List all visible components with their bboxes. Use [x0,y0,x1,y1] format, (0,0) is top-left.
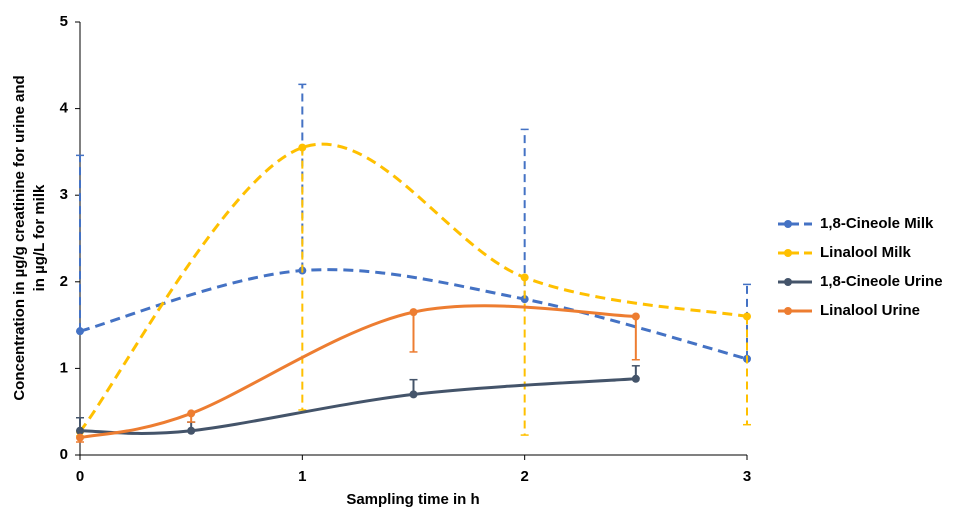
legend-label: 1,8-Cineole Milk [820,215,934,232]
point [76,327,84,336]
legend-label: Linalool Milk [820,244,911,261]
x-tick-label: 1 [298,468,306,485]
legend-marker [784,220,792,228]
point [187,426,196,435]
point [631,312,640,321]
point [298,143,307,152]
y-tick-label: 2 [60,273,68,290]
y-tick-label: 4 [60,100,69,117]
y-tick-label: 1 [60,359,68,376]
x-tick-label: 0 [76,468,84,485]
point [187,409,196,418]
point [520,295,529,304]
legend-marker [784,307,792,315]
y-axis-label: in µg/L for milk [31,184,48,291]
legend-marker [784,278,792,286]
series-line [78,142,748,433]
y-tick-label: 3 [60,186,68,203]
x-tick-label: 2 [520,468,528,485]
series-line [79,304,636,440]
point [743,312,751,321]
y-tick-label: 0 [60,446,68,463]
point [631,374,640,383]
point [76,433,84,442]
series-line [79,268,748,361]
point [520,273,529,282]
legend-marker [784,249,792,257]
point [76,426,84,435]
series-line [79,377,636,435]
x-tick-label: 3 [743,468,751,485]
x-axis-label: Sampling time in h [346,491,479,508]
y-tick-label: 5 [60,13,68,30]
point [409,308,418,317]
y-axis-label: Concentration in µg/g creatinine for uri… [11,75,28,400]
legend-label: 1,8-Cineole Urine [820,273,943,290]
legend-label: Linalool Urine [820,302,920,319]
point [409,390,418,399]
